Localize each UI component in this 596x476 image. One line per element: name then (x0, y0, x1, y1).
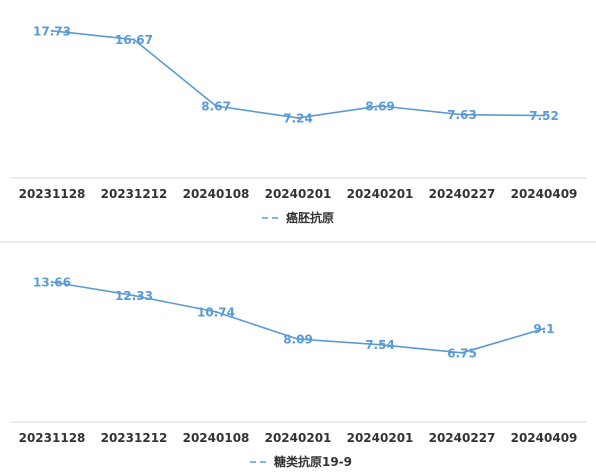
legend-label: 糖类抗原19-9 (274, 454, 352, 469)
x-tick-label: 20240409 (511, 431, 578, 445)
data-point (296, 116, 300, 120)
x-tick-label: 20231212 (101, 187, 168, 201)
data-label: 8.69 (365, 99, 395, 113)
x-tick-label: 20240201 (265, 431, 332, 445)
data-point (542, 327, 546, 330)
data-point (542, 114, 546, 117)
data-point (214, 104, 218, 108)
data-label: 8.67 (201, 100, 231, 114)
data-point (50, 29, 54, 32)
data-label: 12.33 (115, 289, 153, 303)
data-label: 13.66 (33, 276, 71, 290)
x-tick-label: 20240201 (347, 187, 414, 201)
x-tick-label: 20231128 (19, 187, 86, 201)
x-tick-label: 20240201 (265, 187, 332, 201)
data-point (378, 104, 382, 108)
data-point (50, 280, 54, 284)
data-label: 17.73 (33, 24, 71, 38)
x-tick-label: 20240227 (429, 431, 496, 445)
chart-ca199: 20231128 20231212 20240108 20240201 20240201… (10, 276, 586, 469)
data-point (460, 113, 464, 116)
data-point (378, 343, 382, 346)
x-tick-label: 20240108 (183, 187, 250, 201)
data-point (132, 38, 136, 41)
x-tick-label: 20240227 (429, 187, 496, 201)
data-label: 9.1 (533, 322, 554, 336)
x-tick-label: 20231128 (19, 431, 86, 445)
data-label: 7.24 (283, 111, 313, 125)
data-label: 10.74 (197, 305, 235, 319)
data-label: 7.54 (365, 338, 395, 352)
data-label: 7.52 (529, 109, 559, 123)
data-point (214, 310, 218, 314)
data-label: 6.75 (447, 346, 477, 360)
data-label: 16.67 (115, 33, 153, 47)
data-point (460, 351, 464, 354)
x-tick-label: 20240108 (183, 431, 250, 445)
chart-cea: 20231128 20231212 20240108 20240201 20240201… (10, 24, 586, 225)
x-tick-label: 20240409 (511, 187, 578, 201)
data-point (132, 294, 136, 297)
data-point (296, 337, 300, 341)
x-tick-label: 20231212 (101, 431, 168, 445)
data-label: 8.09 (283, 333, 313, 347)
x-tick-label: 20240201 (347, 431, 414, 445)
legend-label: 癌胚抗原 (286, 210, 334, 225)
data-label: 7.63 (447, 108, 477, 122)
